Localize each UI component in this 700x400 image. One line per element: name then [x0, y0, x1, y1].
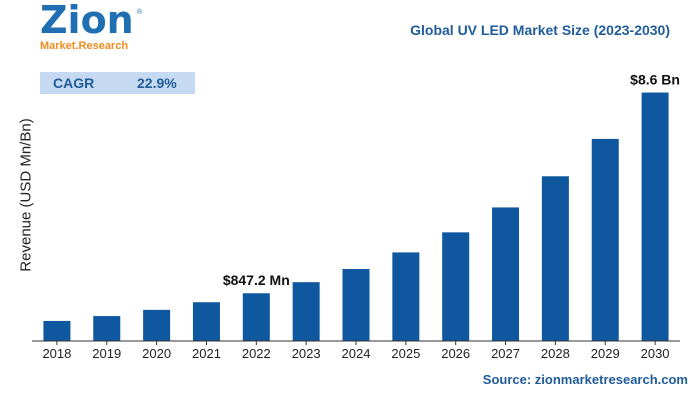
- bar-2024: [342, 269, 370, 341]
- x-tick-label: 2029: [591, 346, 620, 361]
- cagr-value: 22.9%: [137, 75, 177, 91]
- x-tick-label: 2028: [541, 346, 570, 361]
- bar-2023: [292, 282, 320, 341]
- x-tick-label: 2026: [441, 346, 470, 361]
- bar-2019: [93, 316, 121, 341]
- x-tick-label: 2023: [292, 346, 321, 361]
- x-tick-label: 2027: [491, 346, 520, 361]
- x-tick-label: 2020: [142, 346, 171, 361]
- chart-title: Global UV LED Market Size (2023-2030): [410, 22, 670, 38]
- bar-2030: [641, 92, 669, 341]
- data-label-2030: $8.6 Bn: [630, 72, 680, 88]
- logo-brand: Zion: [40, 0, 134, 42]
- cagr-box: CAGR 22.9%: [40, 72, 195, 94]
- x-tick-label: 2024: [342, 346, 371, 361]
- cagr-label: CAGR: [53, 75, 95, 91]
- bar-2022: [242, 293, 270, 341]
- bar-2021: [192, 302, 220, 341]
- x-tick-label: 2022: [242, 346, 271, 361]
- x-tick-label: 2018: [42, 346, 71, 361]
- x-tick-label: 2030: [641, 346, 670, 361]
- logo-registered-mark: ®: [137, 9, 143, 16]
- bar-2029: [591, 138, 619, 341]
- bar-2027: [492, 207, 520, 341]
- bar-2020: [143, 309, 171, 341]
- bar-2025: [392, 252, 420, 341]
- x-tick-label: 2021: [192, 346, 221, 361]
- x-tick-label: 2025: [391, 346, 420, 361]
- bar-2026: [442, 232, 470, 341]
- logo-tagline: Market.Research: [40, 40, 129, 52]
- x-tick-label: 2019: [92, 346, 121, 361]
- bar-2018: [43, 320, 71, 341]
- bar-2028: [541, 176, 569, 341]
- source-note: Source: zionmarketresearch.com: [482, 372, 688, 387]
- zion-logo: Zion ® Market.Research: [40, 0, 150, 52]
- data-label-2022: $847.2 Mn: [223, 272, 290, 288]
